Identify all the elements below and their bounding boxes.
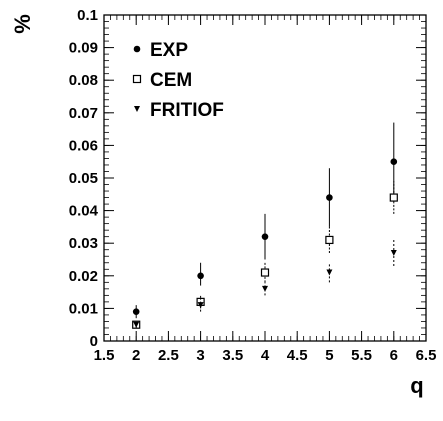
data-marks bbox=[132, 122, 398, 329]
y-tick-label: 0.03 bbox=[69, 235, 98, 252]
legend-cem-marker bbox=[132, 74, 142, 84]
legend-cem-label: CEM bbox=[150, 70, 192, 91]
x-tick-label: 5 bbox=[325, 347, 333, 364]
y-tick-label: 0.07 bbox=[69, 105, 98, 122]
fritiof-point bbox=[262, 285, 268, 292]
y-tick-label: 0 bbox=[90, 333, 98, 350]
y-axis-label: % bbox=[10, 14, 35, 34]
x-tick-label: 3.5 bbox=[222, 347, 243, 364]
legend-exp-marker bbox=[133, 45, 141, 53]
y-tick-label: 0.09 bbox=[69, 40, 98, 57]
x-tick-label: 6 bbox=[390, 347, 398, 364]
y-tick-label: 0.08 bbox=[69, 72, 98, 89]
x-tick-label: 4 bbox=[261, 347, 270, 364]
x-tick-labels: 1.5 2 2.5 3 3.5 4 4.5 5 5.5 6 6.5 bbox=[94, 347, 437, 364]
x-tick-label: 2.5 bbox=[158, 347, 179, 364]
legend-fritiof-label: FRITIOF bbox=[150, 100, 224, 121]
axis-ticks bbox=[103, 14, 427, 342]
fritiof-point bbox=[390, 249, 397, 256]
y-tick-label: 0.1 bbox=[77, 7, 98, 24]
exp-point bbox=[261, 233, 269, 240]
y-tick-labels: 0 0.01 0.02 0.03 0.04 0.05 0.06 0.07 0.08 0.09 0.1 bbox=[69, 7, 99, 350]
fritiof-point bbox=[326, 269, 333, 276]
fritiof-point bbox=[197, 302, 204, 309]
legend: EXP CEM FRITIOF bbox=[132, 40, 224, 121]
cem-point bbox=[325, 235, 334, 245]
fritiof-point bbox=[133, 321, 140, 328]
series-fritiof bbox=[133, 239, 397, 328]
x-tick-label: 5.5 bbox=[351, 347, 372, 364]
y-tick-label: 0.01 bbox=[69, 300, 98, 317]
x-tick-label: 3 bbox=[196, 347, 204, 364]
exp-point bbox=[390, 158, 398, 165]
legend-fritiof-marker bbox=[134, 106, 140, 112]
plot-frame bbox=[103, 14, 427, 342]
x-tick-label: 2 bbox=[132, 347, 140, 364]
x-tick-label: 4.5 bbox=[287, 347, 308, 364]
exp-point bbox=[132, 308, 140, 315]
y-tick-label: 0.06 bbox=[69, 137, 98, 154]
exp-point bbox=[326, 194, 333, 201]
y-tick-label: 0.04 bbox=[69, 203, 99, 220]
x-tick-label: 6.5 bbox=[416, 347, 437, 364]
cem-point bbox=[389, 193, 398, 202]
x-axis-label: q bbox=[410, 373, 423, 398]
x-tick-label: 1.5 bbox=[94, 347, 115, 364]
cem-point bbox=[260, 268, 270, 277]
y-tick-label: 0.05 bbox=[69, 170, 98, 187]
exp-point bbox=[197, 272, 204, 280]
legend-exp-label: EXP bbox=[150, 40, 188, 61]
y-tick-label: 0.02 bbox=[69, 268, 98, 285]
